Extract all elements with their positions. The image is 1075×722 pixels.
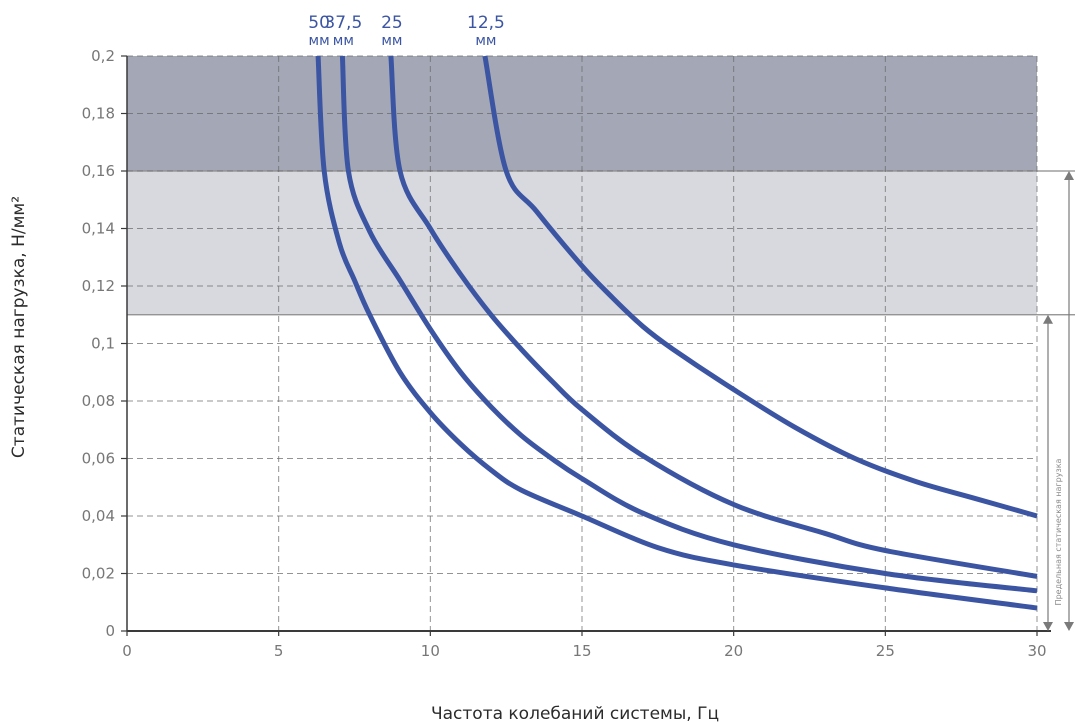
series-label: 50 [308, 13, 330, 33]
load-band-0 [127, 171, 1037, 315]
x-tick-label: 30 [1027, 642, 1046, 660]
x-tick-label: 0 [122, 642, 132, 660]
y-tick-label: 0,06 [82, 450, 115, 468]
y-tick-label: 0,08 [82, 392, 115, 410]
y-tick-label: 0,12 [82, 277, 115, 295]
load-bands [127, 56, 1075, 316]
gridlines [127, 55, 1038, 631]
range-arrow-head-bottom-1 [1064, 622, 1074, 631]
curve-1 [339, 55, 1038, 594]
curves [315, 55, 1038, 611]
x-tick-label: 15 [572, 642, 591, 660]
x-tick-label: 10 [421, 642, 440, 660]
range-label: Предельная статическая нагрузка [1054, 458, 1063, 605]
range-markers: Предельная статическая нагрузкаПредельна… [1043, 171, 1074, 631]
curve-0 [315, 55, 1038, 611]
y-tick-label: 0,16 [82, 162, 115, 180]
y-tick-label: 0,04 [82, 507, 115, 525]
series-label: 12,5 [467, 13, 505, 33]
y-tick-label: 0 [105, 622, 115, 640]
series-label: 25 [381, 13, 403, 33]
tick-labels: 0 0,02 0,04 0,06 0,08 0,1 0,12 0,14 0,16 0,18 0,2 0… [82, 47, 1047, 660]
curve-2 [388, 55, 1038, 579]
series-label: 37,5 [324, 13, 362, 33]
x-tick-label: 5 [274, 642, 284, 660]
range-arrow-head-bottom-0 [1043, 622, 1053, 631]
axes [121, 55, 1051, 636]
series-unit: мм [333, 33, 354, 49]
y-tick-label: 0,2 [91, 47, 115, 65]
x-tick-label: 20 [724, 642, 743, 660]
x-tick-label: 25 [876, 642, 895, 660]
x-axis-title: Частота колебаний системы, Гц [431, 704, 719, 722]
y-tick-label: 0,1 [91, 335, 115, 353]
curve-3 [482, 55, 1038, 519]
range-arrow-head-top-1 [1064, 171, 1074, 180]
series-unit: мм [309, 33, 330, 49]
series-unit: мм [381, 33, 402, 49]
y-tick-label: 0,14 [82, 220, 115, 238]
y-axis-title: Статическая нагрузка, Н/мм² [9, 196, 29, 458]
y-tick-label: 0,18 [82, 105, 115, 123]
y-tick-label: 0,02 [82, 565, 115, 583]
range-arrow-head-top-0 [1043, 314, 1053, 324]
series-unit: мм [475, 33, 496, 49]
